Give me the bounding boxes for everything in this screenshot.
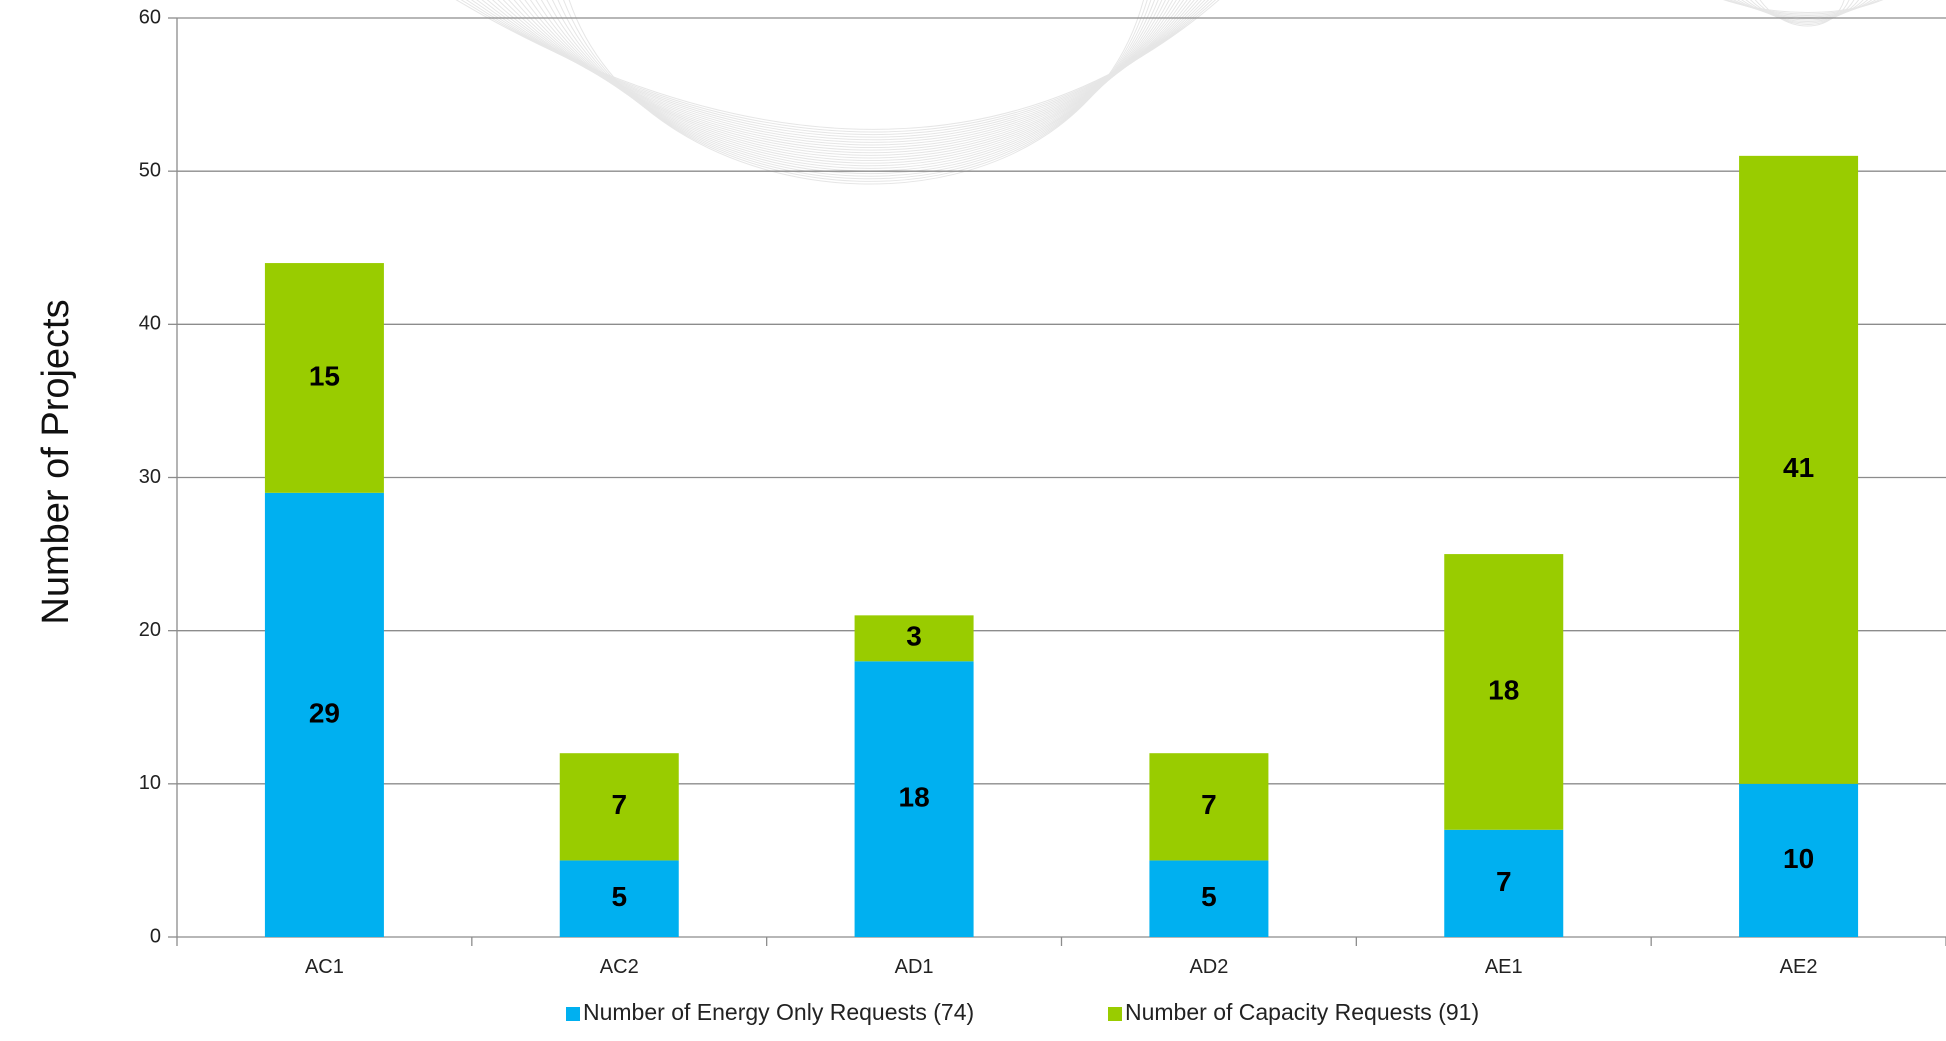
- data-label: 10: [1783, 843, 1814, 874]
- data-label: 7: [1496, 866, 1512, 897]
- gridlines: [177, 17, 1946, 785]
- x-tick-label: AC1: [305, 956, 344, 978]
- legend-swatch: [1108, 1007, 1122, 1021]
- x-tick-label: AD2: [1189, 956, 1228, 978]
- swirl-curve: [471, 0, 1209, 138]
- y-tick-label: 50: [139, 159, 161, 181]
- data-label: 18: [899, 782, 930, 813]
- swirl-curve: [1726, 0, 1880, 15]
- swirl-curve: [1723, 0, 1884, 13]
- data-label: 41: [1783, 452, 1814, 483]
- swirl-curve: [568, 0, 1144, 185]
- data-label: 7: [611, 789, 627, 820]
- data-label: 5: [611, 881, 627, 912]
- bar-segment: [1149, 860, 1269, 937]
- y-tick-label: 30: [139, 466, 161, 488]
- swirl-curve: [1750, 0, 1855, 24]
- y-tick-label: 40: [139, 313, 161, 335]
- y-tick-label: 0: [150, 925, 161, 947]
- swirl-curve: [563, 0, 1148, 182]
- bar-segment: [1739, 155, 1859, 784]
- swirl-curve: [1745, 0, 1859, 22]
- bar-segment: [1444, 829, 1564, 937]
- y-axis-label: Number of Projects: [35, 299, 77, 624]
- bar-segment: [264, 492, 384, 937]
- swirl-curve: [497, 0, 1192, 151]
- swirl-curve: [1741, 0, 1864, 21]
- swirl-curve: [1729, 0, 1876, 16]
- x-tick-label: AC2: [600, 956, 639, 978]
- legend-entry: Number of Capacity Requests (91): [1125, 999, 1479, 1025]
- x-tick-label: AD1: [895, 956, 934, 978]
- data-label: 7: [1201, 789, 1217, 820]
- x-tick-label: AE1: [1485, 956, 1523, 978]
- data-label: 15: [309, 360, 340, 391]
- swirl-curve: [492, 0, 1195, 148]
- y-tick-label: 20: [139, 619, 161, 641]
- bar-segment: [1149, 753, 1269, 861]
- data-labels: 29 15 5 7 18 3 5 7 7 18 10 41: [309, 360, 1814, 912]
- axes: 0 10 20 30 40 50 60 AC1 AC2 AD1 AD2 AE1 AE2: [139, 6, 1946, 978]
- data-label: 18: [1488, 674, 1519, 705]
- background-swirl-decoration: [455, 0, 1884, 185]
- swirl-curve: [1759, 0, 1845, 27]
- data-label: 5: [1201, 881, 1217, 912]
- legend-entry: Number of Energy Only Requests (74): [583, 999, 974, 1025]
- bar-segment: [264, 263, 384, 493]
- y-tick-label: 60: [139, 6, 161, 28]
- bar-segment: [854, 661, 974, 937]
- swirl-curve: [476, 0, 1206, 141]
- bar-segment: [559, 860, 679, 937]
- swirl-curve: [1754, 0, 1850, 25]
- bar-segment: [559, 753, 679, 861]
- data-label: 3: [906, 621, 922, 652]
- bar-segment: [1739, 783, 1859, 937]
- bar-segment: [1444, 554, 1564, 830]
- bar-segment: [854, 615, 974, 662]
- swirl-curve: [1733, 0, 1873, 18]
- bars: [264, 155, 1859, 937]
- y-tick-label: 10: [139, 772, 161, 794]
- swirl-curve: [481, 0, 1202, 143]
- swirl-curve: [486, 0, 1199, 146]
- legend: Number of Energy Only Requests (74) Numbe…: [566, 999, 1479, 1025]
- legend-swatch: [566, 1007, 580, 1021]
- data-label: 29: [309, 697, 340, 728]
- x-tick-label: AE2: [1780, 956, 1818, 978]
